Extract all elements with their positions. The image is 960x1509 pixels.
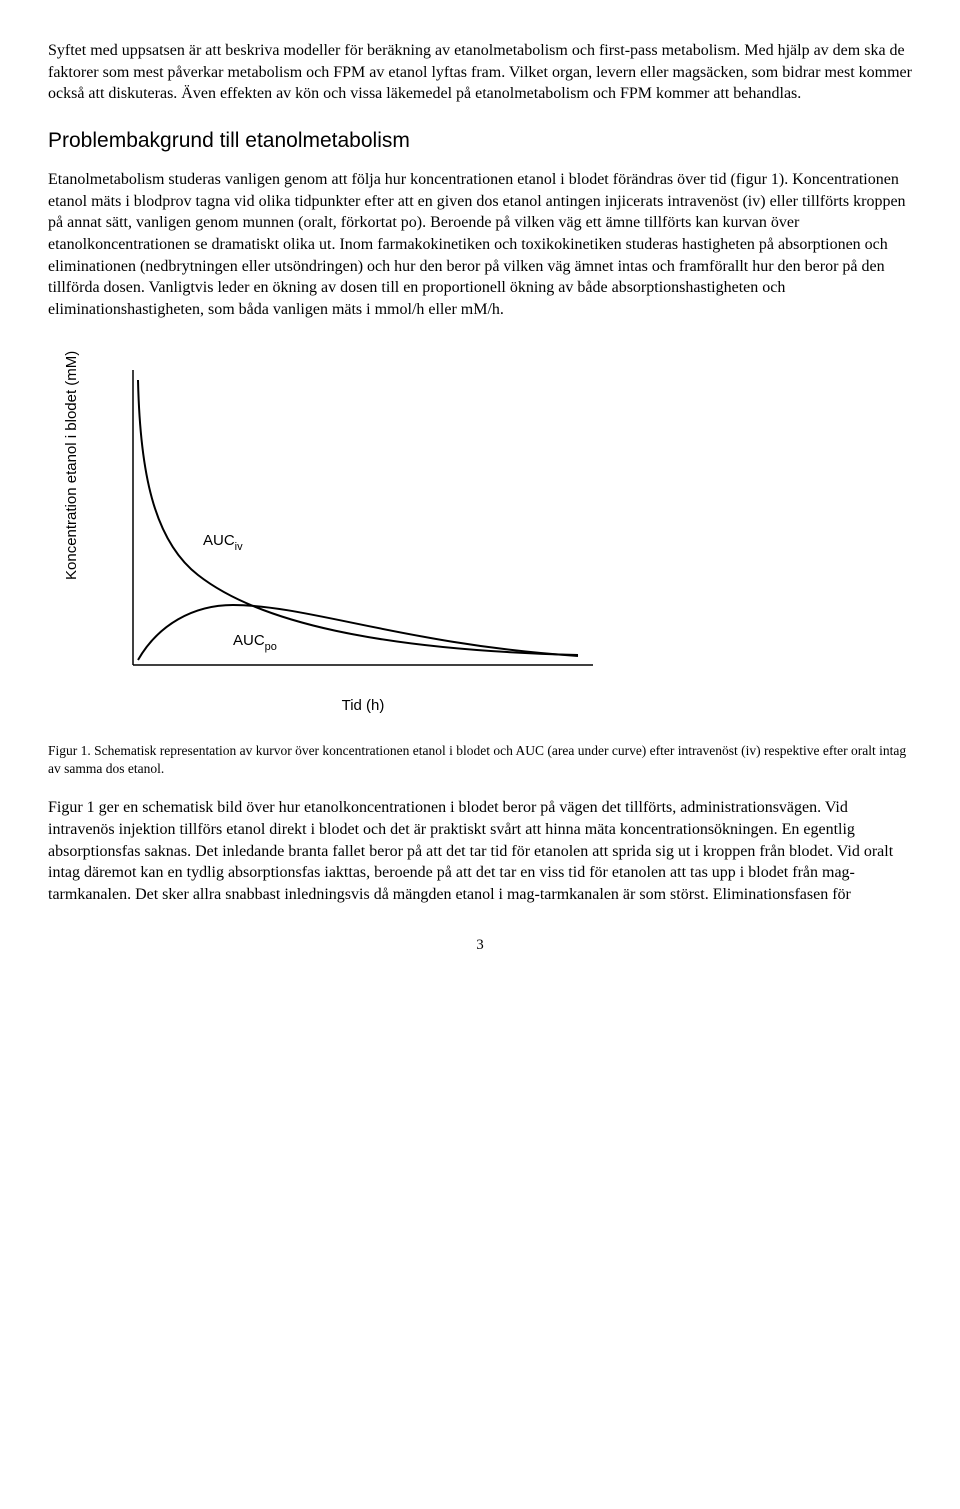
body-paragraph-2: Etanolmetabolism studeras vanligen genom… <box>48 169 912 320</box>
label-auc-iv: AUCiv <box>203 532 243 553</box>
figure-1-caption: Figur 1. Schematisk representation av ku… <box>48 742 912 777</box>
curve-iv <box>138 380 578 655</box>
y-axis-label: Koncentration etanol i blodet (mM) <box>63 351 80 580</box>
figure-1-svg: Koncentration etanol i blodet (mM) AUCiv… <box>48 350 648 730</box>
page-number: 3 <box>48 935 912 955</box>
section-heading: Problembakgrund till etanolmetabolism <box>48 127 912 155</box>
label-auc-po: AUCpo <box>233 632 277 653</box>
x-axis-label: Tid (h) <box>342 697 385 714</box>
intro-paragraph: Syftet med uppsatsen är att beskriva mod… <box>48 40 912 105</box>
body-paragraph-3: Figur 1 ger en schematisk bild över hur … <box>48 797 912 905</box>
figure-1: Koncentration etanol i blodet (mM) AUCiv… <box>48 350 912 730</box>
